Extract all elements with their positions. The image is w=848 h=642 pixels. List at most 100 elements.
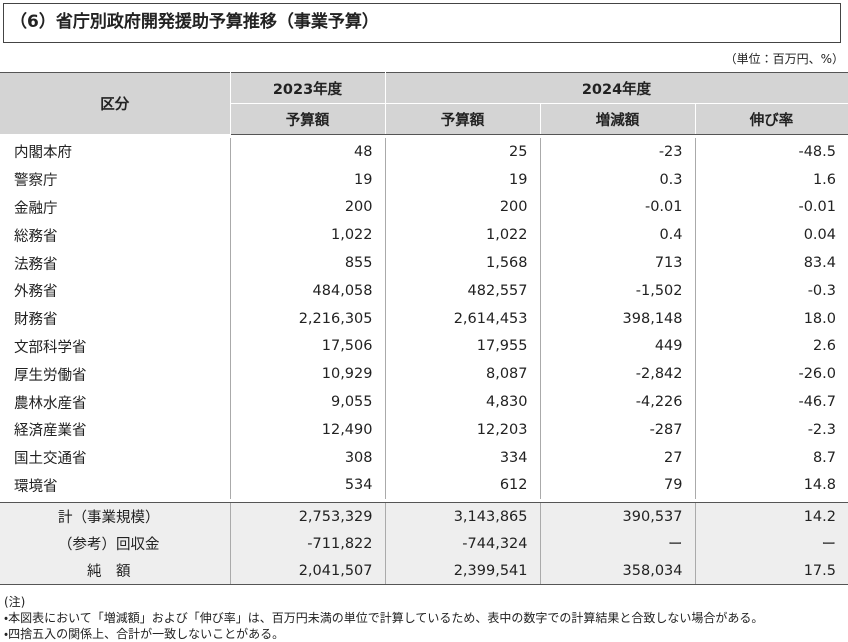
value-cell: 8.7 bbox=[694, 443, 848, 472]
total-row: 計（事業規模） 2,753,329 3,143,865 390,537 14.2 bbox=[0, 502, 848, 531]
value-cell: 3,143,865 bbox=[384, 502, 540, 531]
sub-header: 予算額 bbox=[229, 103, 386, 135]
value-cell: 334 bbox=[384, 443, 540, 472]
value-cell: 200 bbox=[384, 193, 540, 222]
data-row: 環境省 534 612 79 14.8 bbox=[0, 471, 848, 500]
value-cell: 17,955 bbox=[384, 332, 540, 361]
value-cell: 17.5 bbox=[694, 557, 848, 586]
note-item: ・本図表において「増減額」および「伸び率」は、百万円未満の単位で計算しているため… bbox=[4, 611, 764, 625]
header-row: 区分 2023年度 2024年度 bbox=[0, 72, 848, 135]
value-cell: 2,399,541 bbox=[384, 557, 540, 586]
data-row: 総務省 1,022 1,022 0.4 0.04 bbox=[0, 221, 848, 250]
value-cell: 19 bbox=[229, 165, 385, 194]
value-cell: 79 bbox=[539, 471, 695, 500]
value-cell: 612 bbox=[384, 471, 540, 500]
ministry-cell: 厚生労働省 bbox=[14, 367, 87, 384]
ministry-cell: 警察庁 bbox=[14, 173, 58, 190]
value-cell: 27 bbox=[539, 443, 695, 472]
sub-header: 予算額 bbox=[384, 103, 541, 135]
value-cell: 390,537 bbox=[539, 502, 695, 531]
total-row: 純 額 2,041,507 2,399,541 358,034 17.5 bbox=[0, 557, 848, 586]
value-cell: 8,087 bbox=[384, 360, 540, 389]
notes: (注) ・本図表において「増減額」および「伸び率」は、百万円未満の単位で計算してい… bbox=[4, 594, 763, 642]
ministry-cell: 総務省 bbox=[14, 228, 58, 245]
sub-header: 増減額 bbox=[539, 103, 696, 135]
value-cell: -0.3 bbox=[694, 276, 848, 305]
header-row: 予算額 予算額 増減額 伸び率 bbox=[0, 103, 848, 135]
value-cell: 2,216,305 bbox=[229, 304, 385, 333]
value-cell: 12,203 bbox=[384, 415, 540, 444]
category-header: 区分 bbox=[0, 72, 231, 135]
value-cell: -711,822 bbox=[229, 530, 385, 558]
sub-header: 伸び率 bbox=[694, 103, 848, 135]
title: （6）省庁別政府開発援助予算推移（事業予算） bbox=[3, 3, 841, 43]
value-cell: -2,842 bbox=[539, 360, 695, 389]
data-row: 経済産業省 12,490 12,203 -287 -2.3 bbox=[0, 415, 848, 444]
value-cell: 534 bbox=[229, 471, 385, 500]
value-cell: 10,929 bbox=[229, 360, 385, 389]
value-cell: 308 bbox=[229, 443, 385, 472]
total-row: （参考）回収金 -711,822 -744,324 ーー bbox=[0, 530, 848, 558]
year-header: 2023年度 bbox=[229, 72, 386, 104]
value-cell: 2,041,507 bbox=[229, 557, 385, 586]
data-row: 文部科学省 17,506 17,955 449 2.6 bbox=[0, 332, 848, 361]
value-cell: 1,568 bbox=[384, 249, 540, 277]
ministry-cell: 法務省 bbox=[14, 256, 58, 273]
value-cell: -744,324 bbox=[384, 530, 540, 558]
value-cell: 19 bbox=[384, 165, 540, 194]
value-cell: 200 bbox=[229, 193, 385, 222]
data-row: 外務省 484,058 482,557 -1,502 -0.3 bbox=[0, 276, 848, 305]
ministry-cell: 環境省 bbox=[14, 478, 58, 495]
unit-label: （単位：百万円、%） bbox=[724, 52, 844, 66]
ministry-cell: 内閣本府 bbox=[14, 145, 72, 162]
value-cell: 2,614,453 bbox=[384, 304, 540, 333]
value-cell: 14.2 bbox=[694, 502, 848, 531]
total-label: 純 額 bbox=[0, 557, 230, 586]
ministry-cell: 外務省 bbox=[14, 284, 58, 301]
value-cell: 25 bbox=[384, 138, 540, 166]
value-cell: ー bbox=[694, 530, 848, 558]
table-body: 内閣本府 48 25 -23 -48.5 警察庁 19 19 0.3 1.6 金融庁 200 200 -0… bbox=[0, 135, 848, 586]
ministry-cell: 国土交通省 bbox=[14, 451, 87, 468]
ministry-cell: 文部科学省 bbox=[14, 339, 87, 356]
value-cell: 484,058 bbox=[229, 276, 385, 305]
value-cell: -26.0 bbox=[694, 360, 848, 389]
value-cell: 14.8 bbox=[694, 471, 848, 500]
value-cell: 48 bbox=[229, 138, 385, 166]
data-row: 警察庁 19 19 0.3 1.6 bbox=[0, 165, 848, 194]
value-cell: 17,506 bbox=[229, 332, 385, 361]
data-row: 財務省 2,216,305 2,614,453 398,148 18.0 bbox=[0, 304, 848, 333]
total-label: 計（事業規模） bbox=[0, 502, 230, 531]
value-cell: 0.04 bbox=[694, 221, 848, 250]
value-cell: -4,226 bbox=[539, 388, 695, 416]
value-cell: 12,490 bbox=[229, 415, 385, 444]
value-cell: 4,830 bbox=[384, 388, 540, 416]
total-label: （参考）回収金 bbox=[0, 530, 230, 558]
data-row: 農林水産省 9,055 4,830 -4,226 -46.7 bbox=[0, 388, 848, 416]
value-cell: -48.5 bbox=[694, 138, 848, 166]
data-row: 金融庁 200 200 -0.01 -0.01 bbox=[0, 193, 848, 222]
value-cell: ー bbox=[539, 530, 695, 558]
ministry-cell: 経済産業省 bbox=[14, 423, 87, 440]
notes-heading: (注) bbox=[4, 595, 26, 609]
value-cell: 449 bbox=[539, 332, 695, 361]
data-row: 国土交通省 308 334 27 8.7 bbox=[0, 443, 848, 472]
data-row: 法務省 855 1,568 713 83.4 bbox=[0, 249, 848, 277]
data-row: 厚生労働省 10,929 8,087 -2,842 -26.0 bbox=[0, 360, 848, 389]
value-cell: -1,502 bbox=[539, 276, 695, 305]
note-item: ・四捨五入の関係上、合計が一致しないことがある。 bbox=[4, 627, 285, 641]
value-cell: 358,034 bbox=[539, 557, 695, 586]
value-cell: 2.6 bbox=[694, 332, 848, 361]
value-cell: 855 bbox=[229, 249, 385, 277]
value-cell: 83.4 bbox=[694, 249, 848, 277]
ministry-cell: 財務省 bbox=[14, 312, 58, 329]
ministry-cell: 農林水産省 bbox=[14, 395, 87, 412]
value-cell: 0.4 bbox=[539, 221, 695, 250]
value-cell: 2,753,329 bbox=[229, 502, 385, 531]
value-cell: 9,055 bbox=[229, 388, 385, 416]
value-cell: 713 bbox=[539, 249, 695, 277]
value-cell: -46.7 bbox=[694, 388, 848, 416]
value-cell: 1.6 bbox=[694, 165, 848, 194]
